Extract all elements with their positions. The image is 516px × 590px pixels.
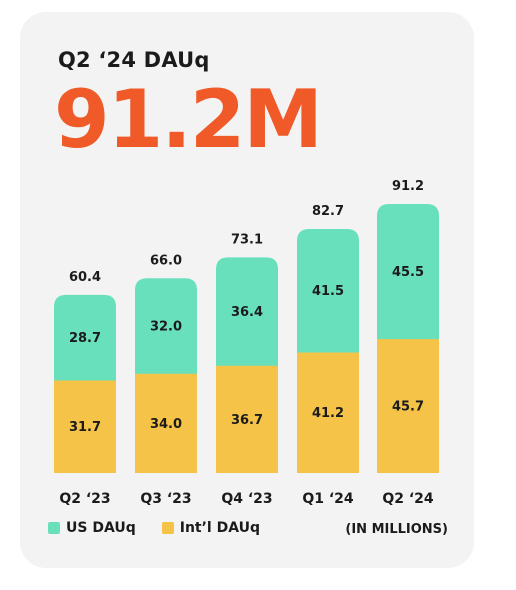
bar-us-4 (377, 203, 439, 340)
chart-subtitle: Q2 ‘24 DAUq (58, 48, 210, 72)
legend-item-us: US DAUq (48, 520, 136, 536)
data-label-total-1: 66.0 (150, 253, 182, 268)
chart-legend: US DAUq Int’l DAUq (48, 520, 286, 536)
bar-intl-4 (377, 338, 439, 473)
data-label-us-0: 28.7 (69, 331, 101, 346)
data-label-total-0: 60.4 (69, 270, 101, 285)
data-label-intl-2: 36.7 (231, 413, 263, 428)
unit-note: (IN MILLIONS) (345, 522, 448, 537)
bar-us-0 (54, 294, 116, 381)
x-tick-label-1: Q3 ‘23 (140, 491, 191, 507)
legend-label-us: US DAUq (66, 520, 136, 536)
bar-us-3 (297, 229, 359, 353)
legend-swatch-intl (161, 522, 174, 534)
bar-intl-2 (216, 364, 278, 473)
data-label-us-3: 41.5 (312, 284, 344, 299)
data-label-intl-4: 45.7 (392, 400, 424, 415)
bar-intl-3 (297, 351, 359, 473)
legend-swatch-us (48, 522, 60, 534)
bar-intl-1 (135, 372, 197, 473)
legend-label-intl: Int’l DAUq (179, 520, 261, 536)
headline-metric: 91.2M (54, 73, 323, 166)
bar-intl-0 (54, 379, 116, 473)
data-label-intl-0: 31.7 (69, 420, 101, 435)
data-label-us-4: 45.5 (392, 265, 424, 280)
data-label-intl-1: 34.0 (150, 417, 182, 432)
data-label-total-2: 73.1 (231, 232, 263, 247)
bar-us-2 (216, 257, 278, 366)
x-tick-label-3: Q1 ‘24 (302, 491, 354, 507)
legend-item-intl: Int’l DAUq (161, 520, 261, 536)
data-label-total-4: 91.2 (392, 179, 424, 194)
data-label-us-1: 32.0 (150, 320, 182, 335)
bar-us-1 (135, 278, 197, 374)
x-tick-label-0: Q2 ‘23 (59, 491, 110, 507)
data-label-intl-3: 41.2 (312, 406, 344, 421)
data-label-total-3: 82.7 (312, 204, 344, 219)
x-tick-label-4: Q2 ‘24 (382, 491, 434, 507)
x-tick-label-2: Q4 ‘23 (221, 491, 272, 507)
data-label-us-2: 36.4 (231, 305, 263, 320)
